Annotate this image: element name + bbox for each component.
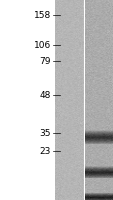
Text: 158: 158 <box>33 10 50 20</box>
Text: 35: 35 <box>39 129 50 138</box>
Bar <box>85 0 113 200</box>
Text: 48: 48 <box>39 90 50 99</box>
Text: 23: 23 <box>39 146 50 156</box>
Text: 106: 106 <box>33 40 50 49</box>
Text: 79: 79 <box>39 56 50 66</box>
Bar <box>55 0 83 200</box>
